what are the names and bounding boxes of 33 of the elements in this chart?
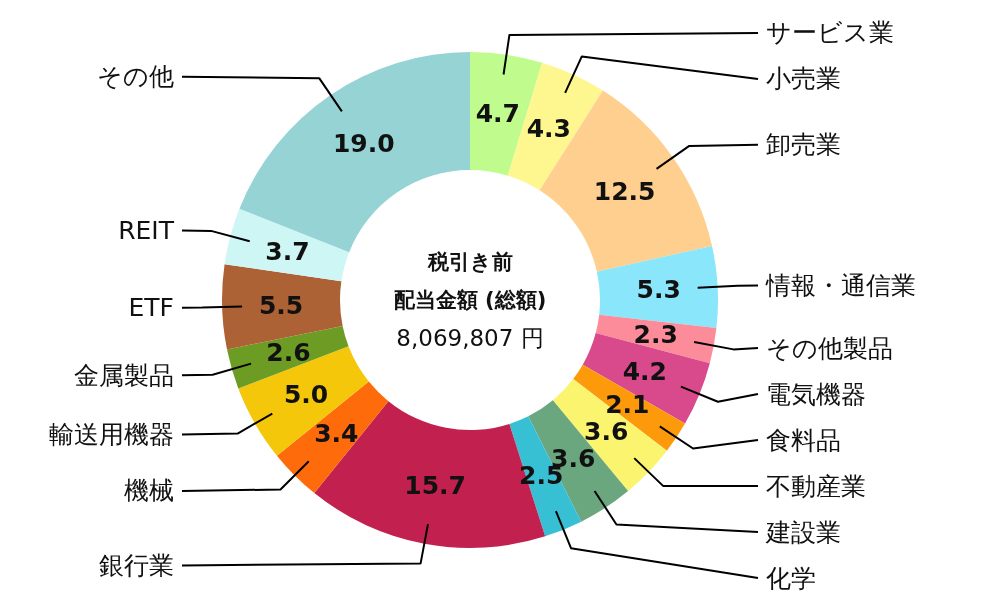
slice-label: 輸送用機器: [49, 420, 174, 450]
data-label: 2.6: [266, 338, 311, 368]
slice-label: ETF: [128, 293, 174, 323]
slice-label: 電気機器: [766, 379, 866, 409]
data-label: 3.7: [265, 236, 310, 266]
slice-label: REIT: [118, 215, 175, 245]
data-label: 15.7: [404, 471, 467, 501]
data-label: 4.7: [475, 98, 520, 128]
data-label: 4.2: [622, 357, 667, 387]
data-label: 4.3: [526, 113, 572, 143]
data-label: 5.5: [258, 290, 304, 320]
slice-label: その他製品: [766, 333, 893, 363]
slice-label: 金属製品: [74, 360, 174, 390]
data-label: 2.3: [633, 320, 678, 350]
slice-label: 機械: [124, 476, 174, 506]
data-label: 5.0: [283, 379, 329, 409]
text: 8,069,807 円: [396, 325, 544, 351]
slice-label: 情報・通信業: [765, 271, 916, 301]
slice-label: 銀行業: [99, 550, 174, 580]
text: 配当金額 (総額): [393, 288, 547, 312]
slice-label: サービス業: [766, 18, 894, 48]
data-label: 19.0: [332, 129, 395, 159]
slice-label: 食料品: [766, 425, 841, 455]
data-label: 5.3: [636, 275, 681, 305]
slice-label: 建設業: [765, 517, 841, 547]
text: 税引き前: [426, 250, 513, 274]
data-label: 12.5: [593, 176, 656, 206]
slice-label: その他: [97, 62, 174, 92]
data-label: 3.4: [314, 419, 359, 449]
slice-label: 不動産業: [766, 471, 866, 501]
slice-label: 化学: [766, 563, 816, 593]
slice-label: 小売業: [766, 64, 841, 94]
slice-label: 卸売業: [766, 130, 841, 160]
